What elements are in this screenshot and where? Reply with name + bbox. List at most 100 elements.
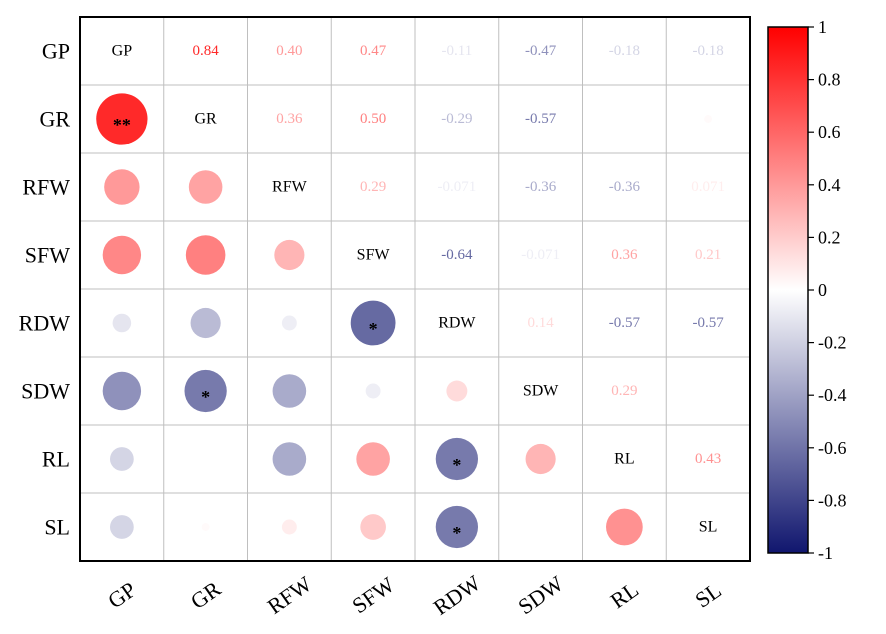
- correlation-circle: [274, 239, 305, 271]
- correlation-circle: [272, 442, 307, 476]
- correlation-value-label: -0.47: [525, 43, 557, 59]
- correlation-value-label: 0.21: [695, 247, 721, 263]
- correlation-circle: [606, 508, 643, 546]
- row-label: SFW: [25, 243, 70, 268]
- correlation-value-label: 0.36: [276, 111, 303, 127]
- correlation-value-label: -0.64: [441, 247, 473, 263]
- correlation-value-label: -0.36: [609, 179, 641, 195]
- colorbar-tick-label: 0.4: [818, 175, 841, 195]
- grid-lines: [80, 17, 750, 561]
- correlation-value-label: 0.50: [360, 111, 386, 127]
- column-label: GR: [186, 576, 226, 614]
- row-label: RDW: [19, 311, 71, 336]
- diagonal-label: RL: [614, 451, 634, 468]
- column-label: SDW: [513, 571, 568, 620]
- correlation-circle: [281, 315, 297, 331]
- correlation-circle: [360, 514, 386, 540]
- significance-marker: *: [369, 319, 378, 339]
- column-label: SL: [690, 577, 725, 612]
- column-label: RFW: [263, 571, 317, 619]
- correlation-circle: [281, 519, 297, 535]
- correlation-value-label: 0.071: [691, 179, 725, 195]
- colorbar-tick-label: 0.6: [818, 122, 841, 142]
- correlation-value-label: -0.18: [609, 43, 640, 59]
- colorbar-tick-label: 0.8: [818, 70, 841, 90]
- row-label: RL: [42, 447, 70, 472]
- column-label: RL: [606, 577, 643, 614]
- diagonal-label: GP: [112, 43, 133, 60]
- correlation-value-label: -0.57: [525, 111, 557, 127]
- correlation-circle: [184, 369, 227, 413]
- correlation-circle: [112, 313, 132, 333]
- correlation-circle: [185, 235, 226, 275]
- significance-marker: *: [452, 523, 461, 543]
- correlation-value-label: 0.47: [360, 43, 387, 59]
- diagonal-label: SDW: [523, 383, 559, 400]
- significance-marker: **: [113, 115, 131, 135]
- row-label: GP: [42, 39, 70, 64]
- correlation-circle: [525, 443, 556, 475]
- correlation-circles: [96, 93, 713, 549]
- colorbar-tick-label: -0.6: [818, 438, 847, 458]
- correlation-value-label: 0.40: [276, 43, 302, 59]
- column-label: RDW: [429, 570, 486, 620]
- correlation-value-label: -0.29: [441, 111, 472, 127]
- correlation-circle: [435, 437, 479, 481]
- colorbar-tick-label: -1: [818, 543, 833, 563]
- correlation-circle: [201, 523, 210, 531]
- correlation-circle: [109, 447, 134, 471]
- correlation-value-label: 0.29: [360, 179, 386, 195]
- correlation-circle: [188, 170, 223, 204]
- column-label: SFW: [347, 572, 399, 619]
- correlation-circle: [102, 371, 142, 411]
- correlation-circle: [365, 383, 381, 399]
- correlation-value-label: -0.57: [693, 315, 725, 331]
- correlation-circle: [356, 442, 390, 476]
- correlation-value-label: -0.18: [693, 43, 724, 59]
- correlation-value-label: -0.071: [521, 247, 560, 263]
- plot-frame: [79, 16, 751, 562]
- row-label: RFW: [22, 175, 70, 200]
- diagonal-label: SFW: [357, 247, 391, 264]
- colorbar: 1 0.8 0.6 0.4 0.2 0 -0.2 -0.4 -0.6 -0.8 -1: [767, 17, 847, 563]
- colorbar-tick-label: -0.8: [818, 490, 847, 510]
- correlation-circle: [272, 374, 307, 408]
- significance-marker: *: [452, 455, 461, 475]
- correlation-circle: [102, 235, 142, 275]
- correlation-value-label: 0.36: [611, 247, 638, 263]
- correlation-mark: [704, 115, 713, 123]
- diagonal-label: GR: [195, 111, 218, 128]
- correlation-circle: [109, 515, 134, 539]
- significance-marker: *: [201, 387, 210, 407]
- colorbar-gradient: [767, 26, 809, 554]
- row-label: SDW: [21, 379, 70, 404]
- diagonal-label: SL: [699, 519, 718, 536]
- colorbar-tick-label: -0.4: [818, 385, 847, 405]
- correlation-value-label: -0.071: [438, 179, 477, 195]
- column-label: GP: [103, 577, 140, 614]
- correlation-value-label: 0.84: [193, 43, 220, 59]
- colorbar-tick-label: -0.2: [818, 333, 847, 353]
- correlation-circle: [435, 505, 479, 549]
- correlation-values: GP 0.84 0.40 0.47 -0.11 -0.47 -0.18 -0.18** GR 0.…: [112, 43, 725, 544]
- correlation-value-label: -0.57: [609, 315, 641, 331]
- diagonal-label: RDW: [438, 315, 476, 332]
- colorbar-ticks: 1 0.8 0.6 0.4 0.2 0 -0.2 -0.4 -0.6 -0.8 -1: [808, 17, 847, 563]
- row-label: SL: [44, 515, 70, 540]
- correlation-value-label: 0.14: [528, 315, 555, 331]
- correlation-circle: [446, 380, 468, 402]
- diagonal-label: RFW: [272, 179, 308, 196]
- correlation-value-label: -0.11: [442, 43, 473, 59]
- correlation-value-label: 0.29: [611, 383, 637, 399]
- correlation-circle: [190, 307, 221, 339]
- row-label: GR: [39, 107, 70, 132]
- correlation-value-label: 0.43: [695, 451, 721, 467]
- correlation-circle: [96, 93, 148, 145]
- correlation-circle: [104, 169, 140, 205]
- colorbar-tick-label: 0: [818, 280, 827, 300]
- correlation-circle: [350, 300, 396, 346]
- colorbar-tick-label: 0.2: [818, 227, 841, 247]
- colorbar-tick-label: 1: [818, 17, 827, 37]
- correlation-value-label: -0.36: [525, 179, 557, 195]
